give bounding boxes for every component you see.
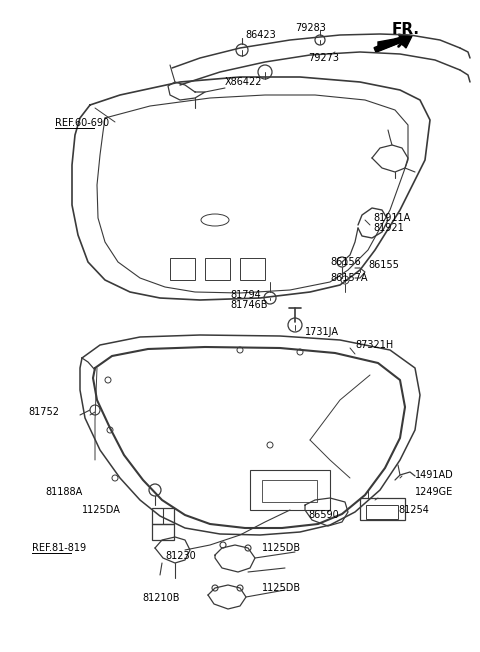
- Text: 1249GE: 1249GE: [415, 487, 453, 497]
- Text: 81230: 81230: [165, 551, 196, 561]
- Text: 86155: 86155: [368, 260, 399, 270]
- Text: FR.: FR.: [392, 23, 420, 38]
- Text: 81188A: 81188A: [45, 487, 82, 497]
- Bar: [366, 505, 398, 519]
- Bar: [250, 470, 330, 510]
- Polygon shape: [378, 36, 412, 48]
- Text: 1731JA: 1731JA: [305, 327, 339, 337]
- Text: 81746B: 81746B: [230, 300, 267, 310]
- Text: 79273: 79273: [308, 53, 339, 63]
- Text: REF.60-690: REF.60-690: [55, 118, 109, 128]
- Bar: [170, 258, 195, 280]
- Text: 1125DB: 1125DB: [262, 583, 301, 593]
- Text: 1125DA: 1125DA: [82, 505, 121, 515]
- Text: 81921: 81921: [373, 223, 404, 233]
- Bar: [205, 258, 230, 280]
- Bar: [152, 508, 174, 524]
- Bar: [262, 480, 317, 502]
- FancyArrow shape: [374, 34, 410, 52]
- Text: 86157A: 86157A: [330, 273, 368, 283]
- Text: 1125DB: 1125DB: [262, 543, 301, 553]
- Bar: [240, 258, 265, 280]
- Text: REF.81-819: REF.81-819: [32, 543, 86, 553]
- Bar: [152, 524, 174, 540]
- Text: 81752: 81752: [28, 407, 59, 417]
- Text: 81210B: 81210B: [142, 593, 180, 603]
- Text: X86422: X86422: [225, 77, 263, 87]
- Text: 79283: 79283: [295, 23, 326, 33]
- Text: 81254: 81254: [398, 505, 429, 515]
- Text: 86590: 86590: [308, 510, 339, 520]
- Bar: [360, 498, 405, 520]
- Text: 87321H: 87321H: [355, 340, 393, 350]
- Text: 86156: 86156: [330, 257, 361, 267]
- Text: 81794: 81794: [230, 290, 261, 300]
- Text: 81911A: 81911A: [373, 213, 410, 223]
- Text: 1491AD: 1491AD: [415, 470, 454, 480]
- Text: 86423: 86423: [245, 30, 276, 40]
